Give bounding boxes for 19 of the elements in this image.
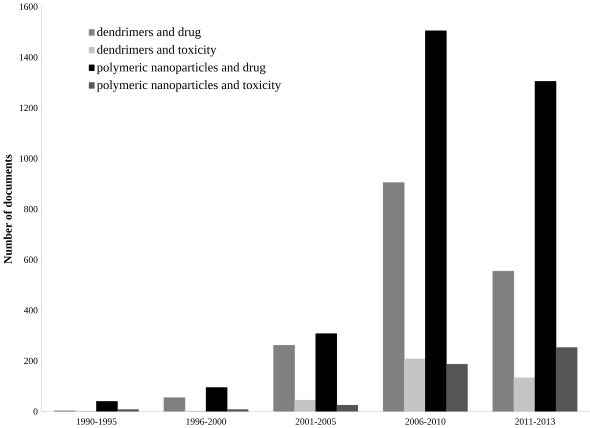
legend-label: dendrimers and toxicity bbox=[97, 44, 216, 56]
y-tick-label: 800 bbox=[24, 206, 38, 212]
legend-label: polymeric nanoparticles and toxicity bbox=[96, 80, 282, 92]
y-tick-label: 1200 bbox=[20, 104, 38, 111]
legend-label: polymeric nanoparticles and drug bbox=[96, 62, 266, 74]
y-axis-title: Number of documents bbox=[4, 154, 12, 264]
y-tick-label: 600 bbox=[24, 256, 38, 263]
y-tick-label: 0 bbox=[34, 408, 38, 415]
y-tick-label: 1000 bbox=[20, 155, 38, 162]
y-tick-label: 1600 bbox=[20, 3, 38, 10]
x-tick-label: 2011-2013 bbox=[515, 418, 555, 425]
y-tick-label: 400 bbox=[24, 306, 38, 314]
y-tick-label: 1400 bbox=[20, 54, 38, 60]
x-tick-label: 2001-2005 bbox=[296, 418, 336, 425]
x-tick-label: 1990-1995 bbox=[76, 418, 117, 425]
x-tick-label: 1996-2000 bbox=[186, 418, 226, 425]
x-tick-label: 2006-2010 bbox=[405, 418, 446, 425]
y-tick-label: 200 bbox=[24, 358, 38, 364]
legend-label: dendrimers and drug bbox=[97, 27, 201, 39]
